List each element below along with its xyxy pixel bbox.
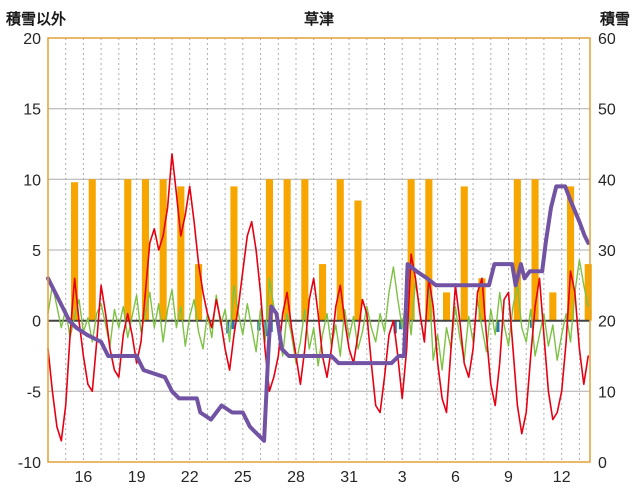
left-axis-tick-label: -10	[18, 455, 41, 472]
left-axis-tick-label: 10	[23, 172, 41, 189]
x-axis-tick-label: 16	[75, 469, 93, 486]
right-axis-tick-label: 0	[598, 455, 607, 472]
right-axis-tick-label: 30	[598, 243, 616, 260]
right-axis-tick-label: 40	[598, 172, 616, 189]
precipitation-bars	[226, 320, 534, 337]
left-axis-tick-label: 5	[32, 243, 41, 260]
x-axis-tick-label: 12	[553, 469, 571, 486]
left-axis-title: 積雪以外	[6, 11, 67, 28]
x-axis-tick-label: 28	[287, 469, 305, 486]
green-series	[47, 259, 589, 371]
x-axis-tick-label: 22	[181, 469, 199, 486]
x-axis-tick-label: 31	[340, 469, 358, 486]
snow-depth-line	[46, 184, 591, 443]
left-axis-tick-labels: 20 15 10 5 0 -5 -10	[18, 31, 41, 472]
right-axis-tick-labels: 60 50 40 30 20 10 0	[598, 31, 616, 472]
right-axis-tick-label: 10	[598, 384, 616, 401]
x-axis-tick-label: 9	[504, 469, 513, 486]
x-axis-tick-label: 19	[128, 469, 146, 486]
right-axis-tick-label: 20	[598, 314, 616, 331]
chart-title: 草津	[303, 11, 334, 28]
x-axis-tick-label: 6	[451, 469, 460, 486]
right-axis-title: 積雪	[599, 11, 630, 28]
plot-frame	[47, 37, 591, 463]
x-axis-tick-labels: 16 19 22 25 28 31 3 6 9 12	[75, 469, 571, 486]
sunshine-bars	[71, 179, 592, 321]
right-axis-tick-label: 50	[598, 102, 616, 119]
left-axis-tick-label: 15	[23, 102, 41, 119]
left-axis-tick-label: -5	[27, 384, 41, 401]
left-axis-tick-label: 20	[23, 31, 41, 48]
x-axis-tick-label: 3	[398, 469, 407, 486]
left-axis-tick-label: 0	[32, 314, 41, 331]
horizontal-gridlines	[48, 108, 590, 392]
right-axis-tick-label: 60	[598, 31, 616, 48]
x-axis-tick-label: 25	[234, 469, 252, 486]
